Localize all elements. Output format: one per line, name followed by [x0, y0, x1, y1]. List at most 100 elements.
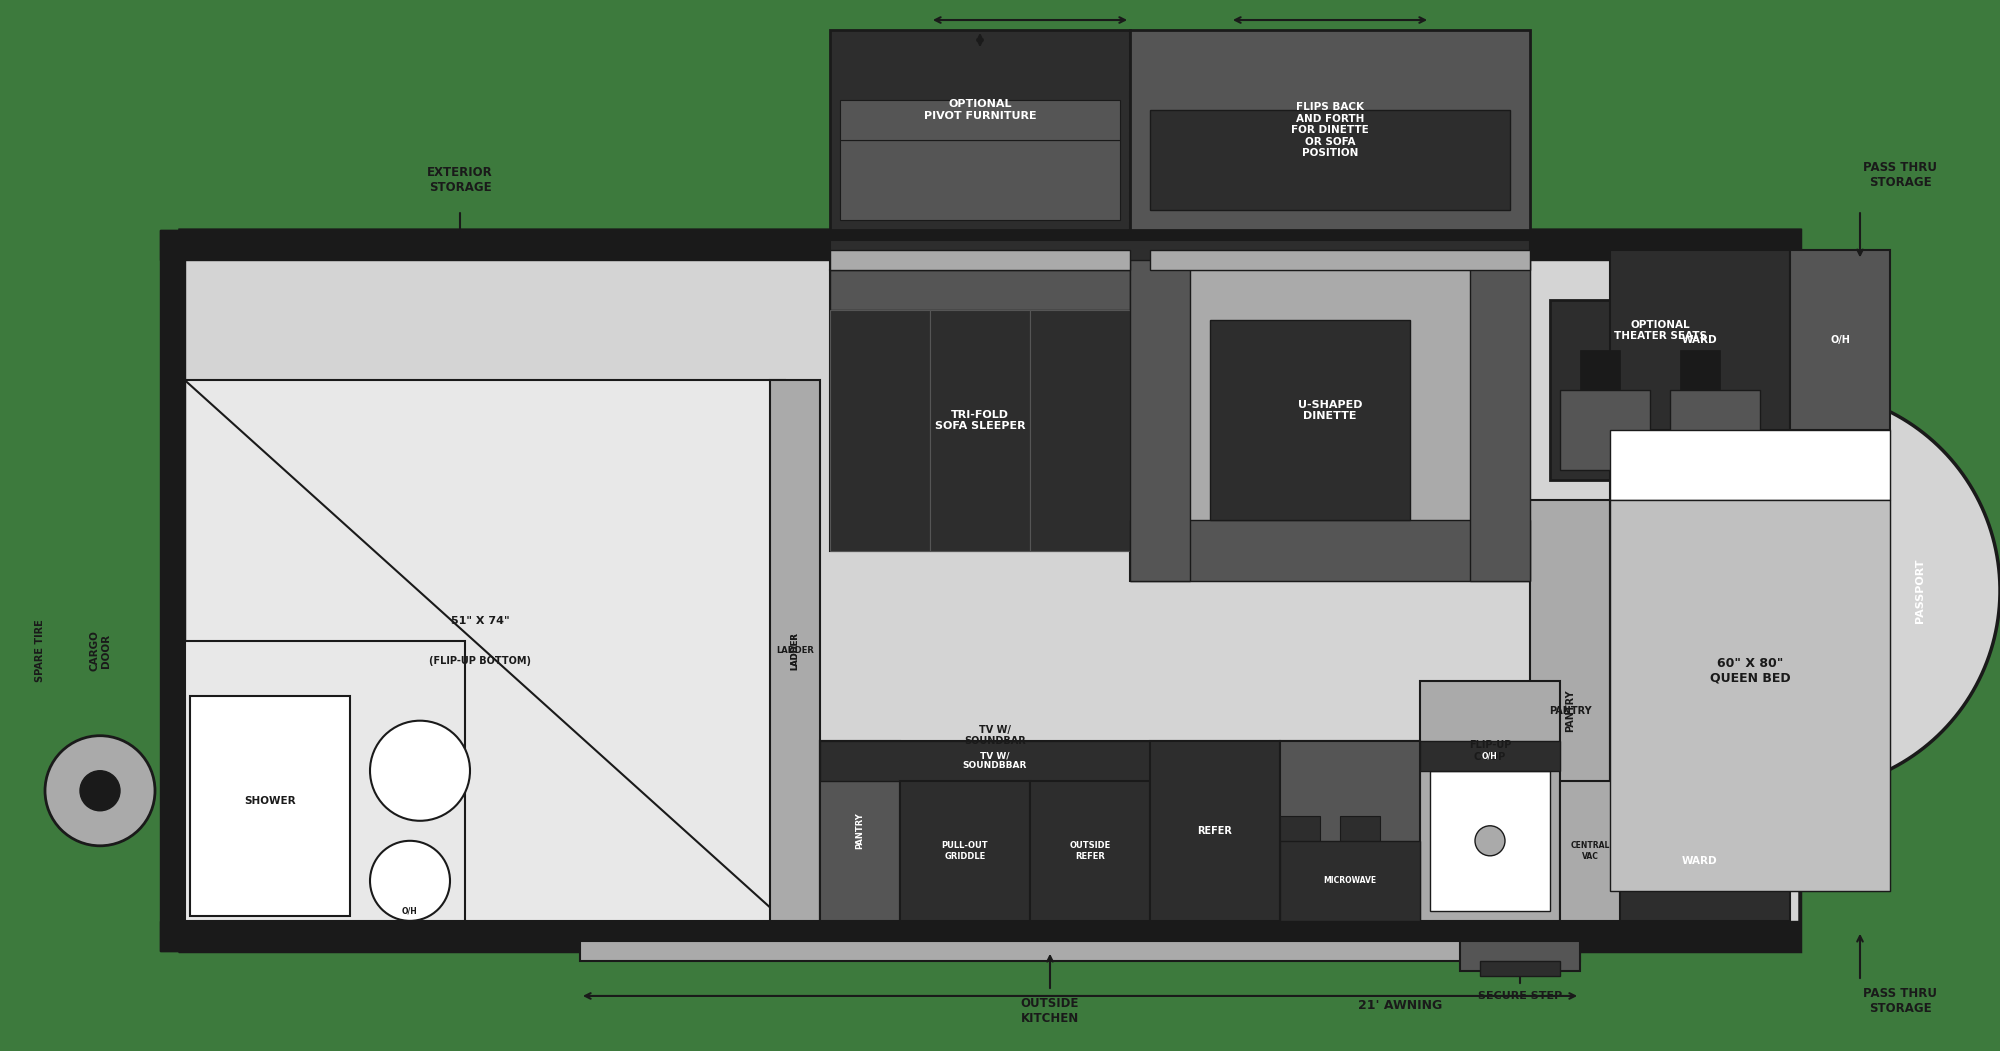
Bar [1530, 500, 1610, 921]
Bar [930, 310, 1030, 551]
Circle shape [370, 841, 450, 921]
Bar [184, 380, 784, 921]
Bar [830, 241, 1530, 270]
Bar [1130, 261, 1190, 580]
Bar [1460, 941, 1580, 971]
Bar [900, 781, 1030, 921]
Text: OUTSIDE
KITCHEN: OUTSIDE KITCHEN [1020, 997, 1080, 1025]
Text: (FLIP-UP BOTTOM): (FLIP-UP BOTTOM) [428, 656, 532, 665]
Bar [1280, 816, 1320, 846]
Text: PANTRY: PANTRY [856, 812, 864, 849]
Text: PASSPORT: PASSPORT [1916, 558, 1924, 623]
Text: WARD: WARD [1682, 335, 1718, 346]
Bar [770, 380, 820, 921]
Bar [1280, 841, 1420, 921]
Text: U-SHAPED
DINETTE: U-SHAPED DINETTE [1298, 399, 1362, 421]
Bar [840, 100, 1120, 140]
Text: LADDER: LADDER [776, 646, 814, 655]
Text: 60" X 80"
QUEEN BED: 60" X 80" QUEEN BED [1710, 657, 1790, 684]
Bar [1420, 681, 1560, 921]
Text: OUTSIDE
REFER: OUTSIDE REFER [1070, 841, 1110, 861]
Text: CARGO
DOOR: CARGO DOOR [90, 631, 110, 671]
Bar [830, 270, 1130, 551]
Bar [1340, 816, 1380, 846]
Bar [1550, 301, 1770, 480]
Circle shape [1476, 826, 1506, 856]
Text: 21' AWNING: 21' AWNING [1358, 1000, 1442, 1012]
Bar [1340, 875, 1380, 906]
Bar [1560, 390, 1650, 471]
Bar [1610, 500, 1890, 891]
Text: PASS THRU
STORAGE: PASS THRU STORAGE [1864, 987, 1936, 1015]
Bar [1430, 770, 1550, 911]
Text: LADDER: LADDER [790, 632, 800, 669]
Text: MICROWAVE: MICROWAVE [1324, 877, 1376, 885]
Text: EXTERIOR
STORAGE: EXTERIOR STORAGE [428, 166, 492, 194]
Bar [1610, 250, 1790, 431]
Text: SECURE STEP: SECURE STEP [1478, 991, 1562, 1001]
Bar [1680, 350, 1720, 390]
Bar [1480, 961, 1560, 976]
Bar [160, 230, 1800, 261]
Bar [1030, 310, 1130, 551]
Text: O/H: O/H [402, 906, 418, 915]
Bar [1130, 261, 1530, 580]
Bar [184, 641, 464, 921]
Text: LADDER: LADDER [790, 632, 800, 669]
Bar [830, 310, 930, 551]
Bar [830, 250, 1130, 270]
Bar [1580, 350, 1620, 390]
Text: WARD: WARD [1682, 856, 1718, 866]
Bar [1150, 250, 1530, 270]
Bar [1210, 321, 1410, 520]
Bar [1130, 30, 1530, 230]
Bar [1610, 431, 1890, 891]
Bar [1560, 781, 1620, 921]
Text: TV W/
SOUNDBAR: TV W/ SOUNDBAR [964, 725, 1026, 746]
Text: TV W/
SOUNDBBAR: TV W/ SOUNDBBAR [962, 751, 1028, 770]
Text: CENTRAL
VAC: CENTRAL VAC [1570, 841, 1610, 861]
Bar [1150, 741, 1280, 921]
Text: PANTRY: PANTRY [1564, 689, 1576, 731]
Bar [1280, 741, 1420, 921]
Bar [160, 921, 1800, 951]
Text: PANTRY: PANTRY [1548, 705, 1592, 716]
PathPatch shape [180, 230, 2000, 951]
Bar [1420, 741, 1560, 770]
Bar [580, 941, 1580, 961]
Bar [820, 741, 1540, 921]
Circle shape [370, 721, 470, 821]
Bar [1470, 261, 1530, 580]
Bar [1150, 110, 1510, 210]
Bar [820, 741, 1170, 781]
Text: OPTIONAL
PIVOT FURNITURE: OPTIONAL PIVOT FURNITURE [924, 99, 1036, 121]
Bar [1670, 390, 1760, 471]
Text: SPARE TIRE: SPARE TIRE [36, 619, 44, 682]
Bar [1130, 520, 1530, 580]
Text: PULL-OUT
GRIDDLE: PULL-OUT GRIDDLE [942, 841, 988, 861]
Bar [840, 140, 1120, 221]
Circle shape [44, 736, 156, 846]
Bar [1610, 431, 1890, 500]
Bar [180, 230, 1800, 951]
Bar [1610, 801, 1790, 921]
Text: FLIP-UP
C-TOP: FLIP-UP C-TOP [1468, 740, 1512, 762]
Text: FLIPS BACK
AND FORTH
FOR DINETTE
OR SOFA
POSITION: FLIPS BACK AND FORTH FOR DINETTE OR SOFA… [1292, 102, 1368, 159]
Bar [190, 696, 350, 915]
Bar [830, 270, 1130, 310]
Bar [160, 230, 184, 951]
Text: OPTIONAL
THEATER SEATS: OPTIONAL THEATER SEATS [1614, 320, 1706, 342]
Bar [1030, 781, 1150, 921]
Text: PASS THRU
STORAGE: PASS THRU STORAGE [1864, 161, 1936, 189]
Text: SHOWER: SHOWER [244, 796, 296, 806]
Text: O/H: O/H [1482, 751, 1498, 760]
Text: 51" X 74": 51" X 74" [450, 616, 510, 625]
Bar [1790, 250, 1890, 431]
Bar [1280, 875, 1320, 906]
Text: TRI-FOLD
SOFA SLEEPER: TRI-FOLD SOFA SLEEPER [934, 410, 1026, 431]
Text: REFER: REFER [1198, 826, 1232, 836]
Circle shape [80, 770, 120, 810]
Bar [830, 30, 1130, 230]
Bar [820, 741, 900, 921]
Text: O/H: O/H [1830, 335, 1850, 346]
